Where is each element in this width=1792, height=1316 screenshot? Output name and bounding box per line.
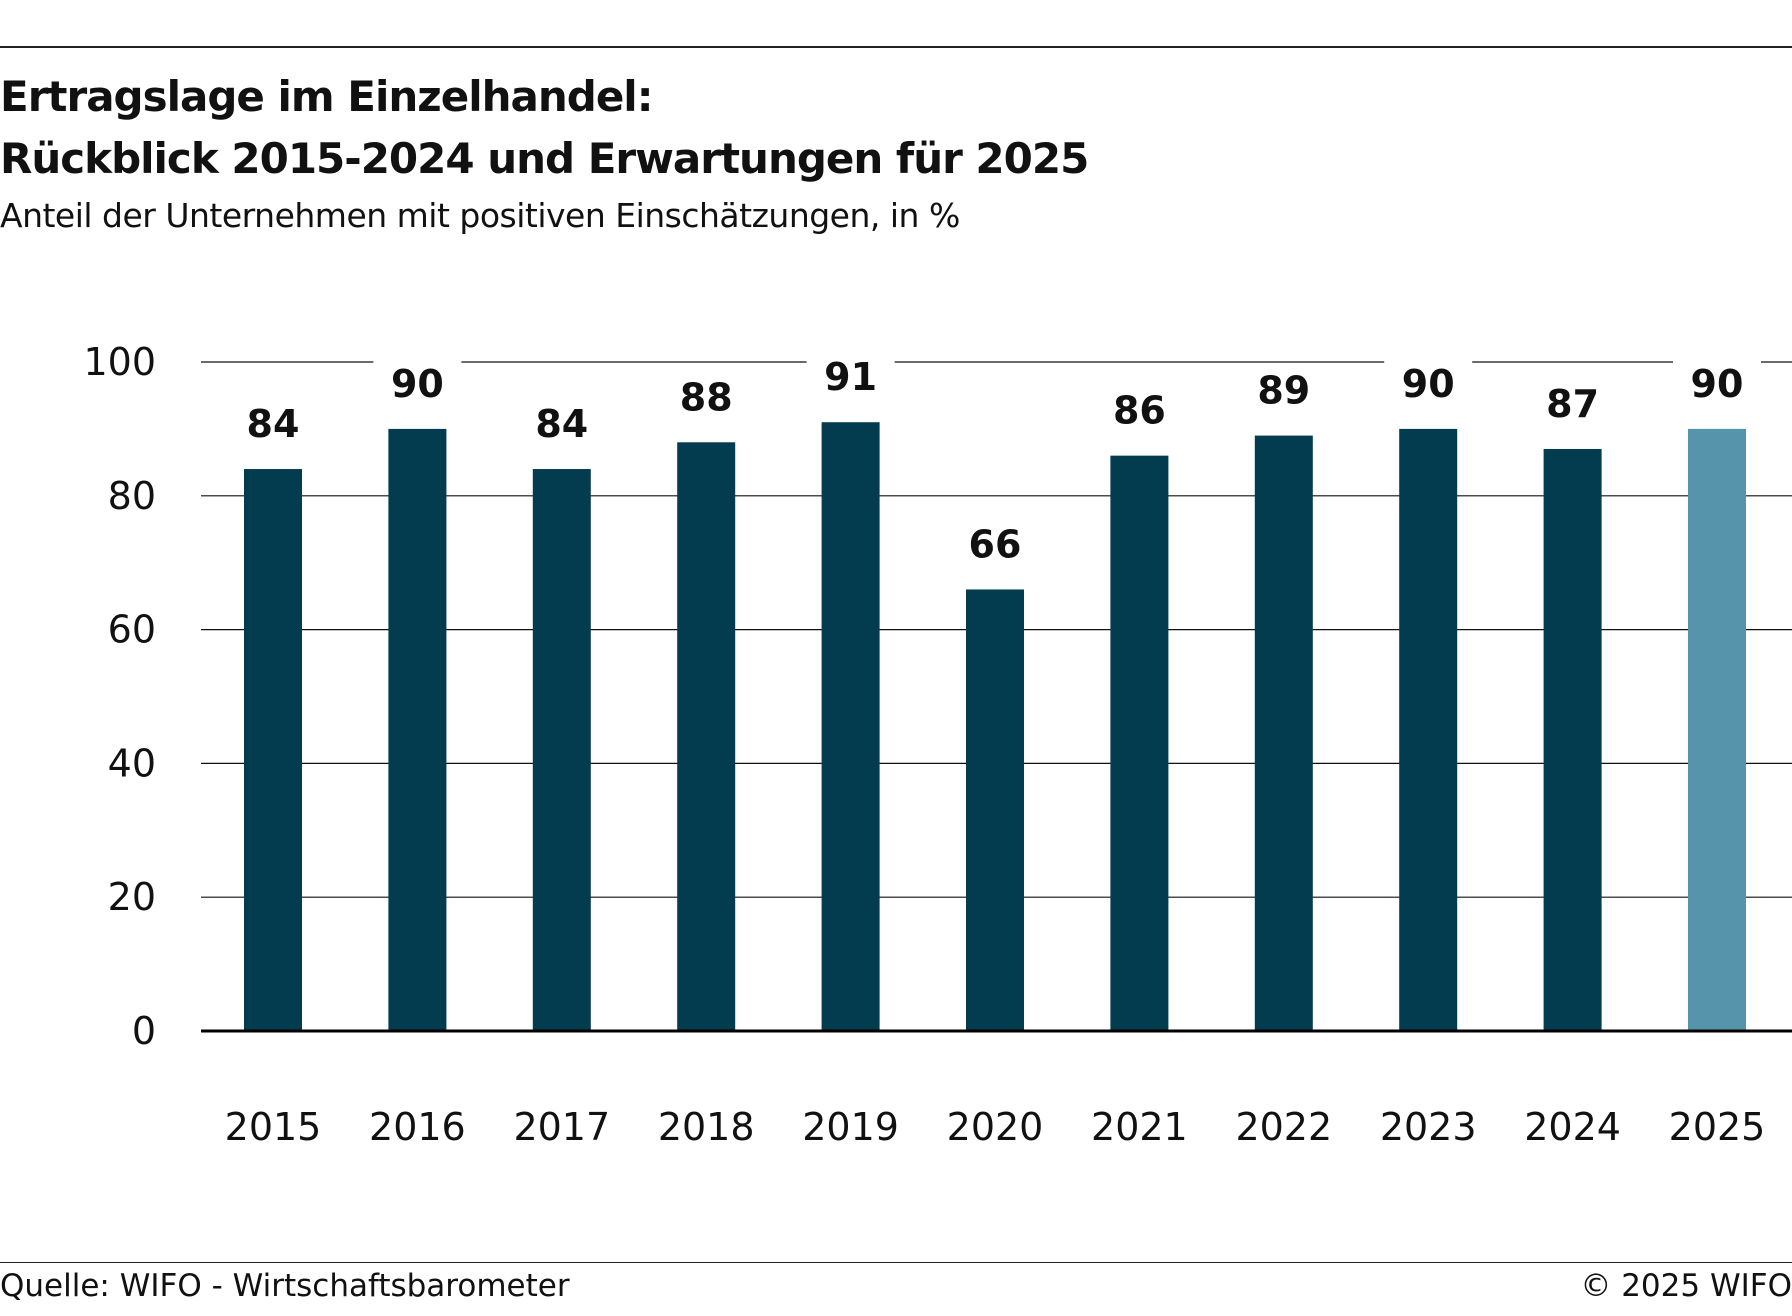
y-tick-label: 20	[108, 875, 156, 919]
data-label: 90	[1402, 362, 1455, 406]
chart-subtitle: Anteil der Unternehmen mit positiven Ein…	[0, 196, 960, 235]
y-axis-ticks: 0 20 40 60 80 100	[83, 340, 156, 1053]
chart-title-line-2: Rückblick 2015-2024 und Erwartungen für …	[0, 134, 1089, 183]
x-tick-label: 2018	[658, 1105, 755, 1149]
x-tick-label: 2019	[802, 1105, 899, 1149]
x-tick-label: 2024	[1524, 1105, 1621, 1149]
y-tick-label: 0	[132, 1009, 156, 1053]
bars: 84 90 84 88 91 66 86 89 90 87 90	[244, 355, 1746, 1032]
x-tick-label: 2015	[225, 1105, 322, 1149]
x-tick-label: 2017	[513, 1105, 610, 1149]
bar	[388, 428, 447, 1031]
bar	[966, 589, 1024, 1031]
bar	[244, 469, 302, 1031]
y-tick-label: 40	[108, 741, 156, 785]
copyright-note: © 2025 WIFO	[1580, 1268, 1792, 1304]
bar	[1543, 448, 1602, 1032]
data-label: 84	[535, 402, 588, 446]
x-tick-label: 2022	[1235, 1105, 1332, 1149]
y-tick-label: 60	[108, 608, 156, 652]
data-label: 84	[247, 402, 300, 446]
data-label: 90	[391, 362, 444, 406]
bottom-rule	[0, 1262, 1792, 1263]
data-label: 86	[1113, 389, 1166, 433]
x-tick-label: 2021	[1091, 1105, 1188, 1149]
source-note: Quelle: WIFO - Wirtschaftsbarometer	[0, 1268, 570, 1304]
chart-title-line-1: Ertragslage im Einzelhandel:	[0, 72, 654, 121]
chart-title: Ertragslage im Einzelhandel: Rückblick 2…	[0, 66, 1500, 190]
data-label: 88	[680, 375, 733, 419]
bar	[1110, 455, 1169, 1031]
x-axis-ticks: 2015 2016 2017 2018 2019 2020 2021 2022 2023 2024…	[225, 1105, 1766, 1149]
top-rule	[0, 46, 1792, 48]
data-label: 90	[1691, 362, 1744, 406]
bar	[1688, 428, 1746, 1031]
x-tick-label: 2025	[1669, 1105, 1766, 1149]
data-label: 91	[824, 355, 877, 399]
y-tick-label: 80	[108, 474, 156, 518]
data-label: 87	[1546, 382, 1599, 426]
data-label: 66	[969, 522, 1022, 566]
bar	[532, 469, 591, 1031]
x-tick-label: 2023	[1380, 1105, 1477, 1149]
bar	[677, 442, 736, 1031]
y-tick-label: 100	[83, 340, 156, 384]
bar-chart: 0 20 40 60 80 100 84 90 84 88 91 66 86 89 90 87 90 2015…	[83, 340, 1792, 1149]
bar	[821, 422, 880, 1032]
data-label: 89	[1257, 369, 1310, 413]
x-tick-label: 2016	[369, 1105, 466, 1149]
bar	[1254, 435, 1313, 1032]
x-tick-label: 2020	[947, 1105, 1044, 1149]
bar	[1399, 428, 1458, 1031]
